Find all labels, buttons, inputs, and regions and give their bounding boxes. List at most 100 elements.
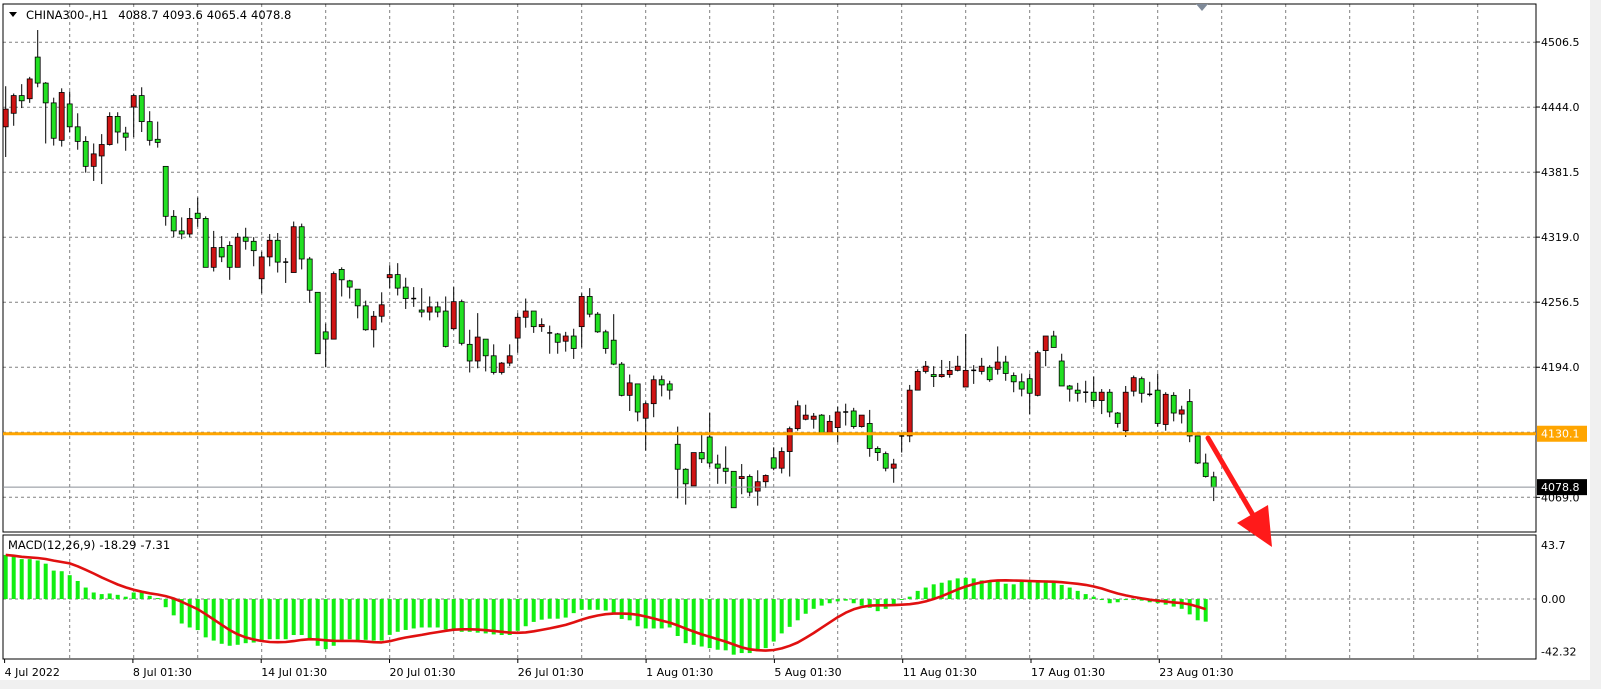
candle	[442, 296, 449, 348]
candle-body	[1018, 381, 1025, 390]
macd-histogram-bar	[1003, 583, 1008, 600]
candle	[843, 403, 849, 426]
candle-body	[1122, 391, 1129, 432]
macd-histogram-bar	[651, 599, 656, 629]
macd-histogram-bar	[243, 599, 248, 644]
candle	[682, 468, 689, 505]
macd-histogram-bar	[427, 599, 432, 628]
axes: 4506.54444.04381.54319.04256.54194.04069…	[4, 36, 1587, 679]
macd-histogram-bar	[611, 599, 616, 615]
macd-histogram-bar	[1011, 584, 1016, 600]
candle-body	[666, 383, 673, 391]
candle-body	[538, 324, 545, 328]
candle	[98, 134, 105, 185]
macd-histogram-bar	[171, 599, 176, 616]
macd-histogram-bar	[819, 599, 824, 606]
candle-body	[450, 301, 457, 330]
candle	[1066, 384, 1073, 402]
macd-histogram-bar	[843, 599, 848, 601]
candle-body	[234, 236, 241, 268]
time-tick-label: 23 Aug 01:30	[1159, 666, 1233, 679]
current-price-badge	[1537, 479, 1587, 496]
macd-histogram-bar	[771, 599, 776, 642]
candle	[330, 271, 337, 340]
candle	[978, 357, 985, 375]
candle	[778, 447, 785, 474]
candle-body	[338, 269, 345, 281]
candle-body	[1010, 375, 1017, 383]
macd-histogram-bar	[883, 599, 888, 609]
candle-body	[314, 291, 321, 355]
macd-histogram-bar	[323, 599, 328, 650]
macd-histogram-bar	[563, 599, 568, 618]
candle	[690, 452, 697, 487]
candle-body	[1106, 391, 1113, 413]
candle	[274, 232, 281, 273]
macd-histogram-bar	[19, 559, 24, 600]
price-tick-label: 4506.5	[1541, 36, 1580, 49]
macd-histogram-bar	[547, 599, 552, 619]
candle-body	[754, 481, 761, 492]
price-tick-label: 4256.5	[1541, 296, 1580, 309]
candle	[538, 318, 545, 332]
candle	[378, 292, 385, 323]
candle-body	[810, 415, 817, 420]
candle	[1130, 375, 1137, 397]
candle	[522, 298, 529, 328]
candle-body	[250, 240, 257, 252]
candle-body	[706, 436, 713, 464]
candle	[714, 454, 721, 484]
candle-body	[322, 331, 329, 340]
macd-histogram-bar	[1195, 599, 1200, 621]
macd-histogram-bar	[355, 599, 360, 641]
macd-histogram-bar	[395, 599, 400, 632]
macd-histogram-bar	[763, 599, 768, 649]
candle	[634, 383, 641, 422]
candle	[258, 251, 265, 294]
macd-histogram-bar	[659, 599, 664, 629]
down-arrow-annotation[interactable]	[1205, 435, 1272, 547]
macd-histogram-bar	[1035, 580, 1040, 600]
candle-body	[610, 339, 617, 365]
candle	[547, 325, 553, 354]
macd-signal-line	[5, 553, 1207, 652]
arrow-shaft	[1205, 435, 1256, 518]
candle	[962, 333, 969, 388]
macd-histogram-bar	[27, 559, 32, 600]
macd-histogram-bar	[947, 580, 952, 600]
candle-body	[714, 463, 721, 469]
candle	[210, 230, 217, 272]
candle-body	[514, 316, 521, 339]
macd-main-value: -18.29	[99, 538, 136, 552]
macd-histogram-bar	[275, 599, 280, 640]
candle	[290, 221, 297, 273]
arrow-head-icon	[1237, 505, 1272, 547]
dropdown-triangle-icon[interactable]	[9, 12, 17, 17]
high-value: 4093.6	[163, 8, 203, 22]
candle-body	[570, 335, 577, 349]
candle	[1034, 350, 1041, 397]
candle-body	[914, 371, 921, 391]
macd-histogram-bar	[779, 599, 784, 634]
candle	[418, 288, 425, 318]
macd-histogram-bar	[891, 599, 896, 604]
macd-histogram-bar	[307, 599, 312, 640]
candle	[986, 365, 993, 382]
macd-histogram-bar	[931, 584, 936, 600]
candle	[298, 223, 305, 270]
macd-histogram-bar	[1131, 599, 1136, 601]
candle	[122, 126, 129, 151]
candle	[498, 362, 505, 375]
candle	[226, 241, 233, 280]
candle	[90, 143, 97, 181]
candle-body	[906, 389, 913, 437]
macd-histogram-bar	[363, 599, 368, 640]
macd-histogram-bar	[203, 599, 208, 638]
chart-shift-marker-icon[interactable]	[1196, 4, 1208, 11]
candle	[114, 112, 121, 144]
time-tick-label: 1 Aug 01:30	[646, 666, 713, 679]
candle-body	[402, 286, 409, 299]
candle-body	[186, 218, 193, 235]
candle-body	[82, 140, 89, 167]
